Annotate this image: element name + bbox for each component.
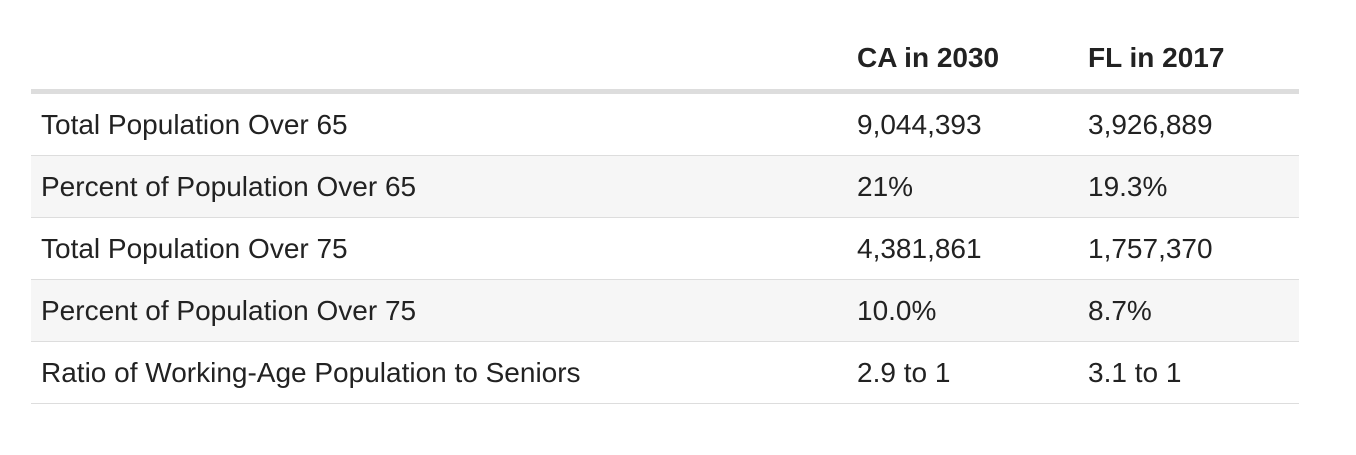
table-row: Ratio of Working-Age Population to Senio… — [31, 342, 1299, 404]
fl-value: 19.3% — [1088, 171, 1168, 202]
ca-value: 21% — [857, 171, 914, 202]
row-label: Total Population Over 75 — [41, 233, 348, 264]
ca-value: 4,381,861 — [857, 233, 982, 264]
table-row: Percent of Population Over 65 21% 19.3% — [31, 156, 1299, 218]
row-label: Percent of Population Over 65 — [41, 171, 417, 202]
column-header-fl-2017: FL in 2017 — [1088, 42, 1225, 73]
fl-value: 3,926,889 — [1088, 109, 1213, 140]
row-label: Ratio of Working-Age Population to Senio… — [41, 357, 581, 388]
table-row: Total Population Over 75 4,381,861 1,757… — [31, 218, 1299, 280]
ca-value: 9,044,393 — [857, 109, 982, 140]
ca-value: 2.9 to 1 — [857, 357, 951, 388]
table-row: Total Population Over 65 9,044,393 3,926… — [31, 94, 1299, 156]
ca-value: 10.0% — [857, 295, 937, 326]
row-label: Percent of Population Over 75 — [41, 295, 417, 326]
table-row: Percent of Population Over 75 10.0% 8.7% — [31, 280, 1299, 342]
column-header-ca-2030: CA in 2030 — [857, 42, 1000, 73]
fl-value: 1,757,370 — [1088, 233, 1213, 264]
comparison-table: CA in 2030 FL in 2017 Total Population O… — [31, 27, 1299, 404]
fl-value: 3.1 to 1 — [1088, 357, 1182, 388]
row-label: Total Population Over 65 — [41, 109, 348, 140]
fl-value: 8.7% — [1088, 295, 1152, 326]
table-header: CA in 2030 FL in 2017 — [31, 27, 1299, 94]
